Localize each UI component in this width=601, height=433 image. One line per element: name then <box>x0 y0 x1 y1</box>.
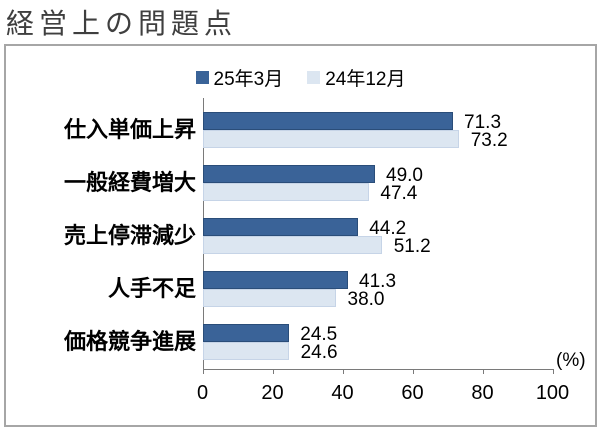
x-axis-tick-label: 80 <box>471 382 494 404</box>
x-axis-tick <box>202 369 204 374</box>
x-axis-tick-label: 0 <box>196 382 209 404</box>
category-label: 一般経費増大 <box>63 169 196 195</box>
chart-title: 経営上の問題点 <box>6 8 238 39</box>
x-axis-tick <box>482 369 484 374</box>
legend: 25年3月 24年12月 <box>4 64 597 91</box>
bar-current <box>203 324 289 343</box>
legend-swatch-icon <box>307 71 321 84</box>
category-label: 仕入単価上昇 <box>63 116 196 142</box>
bar-current <box>203 164 375 183</box>
value-label: 38.0 <box>347 289 385 311</box>
bar-current <box>203 111 453 130</box>
value-label: 47.4 <box>380 182 418 204</box>
x-axis-tick-label: 40 <box>331 382 354 404</box>
legend-label: 24年12月 <box>325 69 406 90</box>
value-label: 24.6 <box>300 342 338 364</box>
value-label: 44.2 <box>369 218 407 239</box>
x-axis-line <box>202 369 554 370</box>
legend-item-current: 25年3月 <box>195 64 284 91</box>
bar-current <box>203 218 358 236</box>
legend-label: 25年3月 <box>213 69 284 90</box>
value-label: 49.0 <box>386 164 423 186</box>
axis-unit-label: (%) <box>556 350 586 371</box>
category-label: 売上停滞減少 <box>63 223 196 248</box>
bar-previous <box>203 342 290 361</box>
value-label: 71.3 <box>464 111 502 133</box>
legend-swatch-icon <box>195 71 209 84</box>
x-axis-tick <box>552 369 554 374</box>
value-label: 41.3 <box>359 271 397 293</box>
x-axis-tick-label: 20 <box>261 382 284 404</box>
value-label: 73.2 <box>470 129 508 151</box>
bar-previous <box>203 182 369 201</box>
category-label: 人手不足 <box>107 276 196 302</box>
x-axis-tick <box>342 369 344 374</box>
value-label: 51.2 <box>393 236 431 257</box>
x-axis-tick <box>272 369 274 374</box>
bar-previous <box>203 236 383 254</box>
bar-current <box>203 271 348 290</box>
bar-previous <box>203 289 336 308</box>
value-label: 24.5 <box>300 324 338 346</box>
x-axis-tick-label: 100 <box>535 382 570 404</box>
bar-previous <box>203 129 460 148</box>
x-axis-tick-label: 60 <box>401 382 424 404</box>
x-axis-tick <box>412 369 414 374</box>
category-label: 価格競争進展 <box>63 329 196 355</box>
legend-item-previous: 24年12月 <box>307 64 405 91</box>
